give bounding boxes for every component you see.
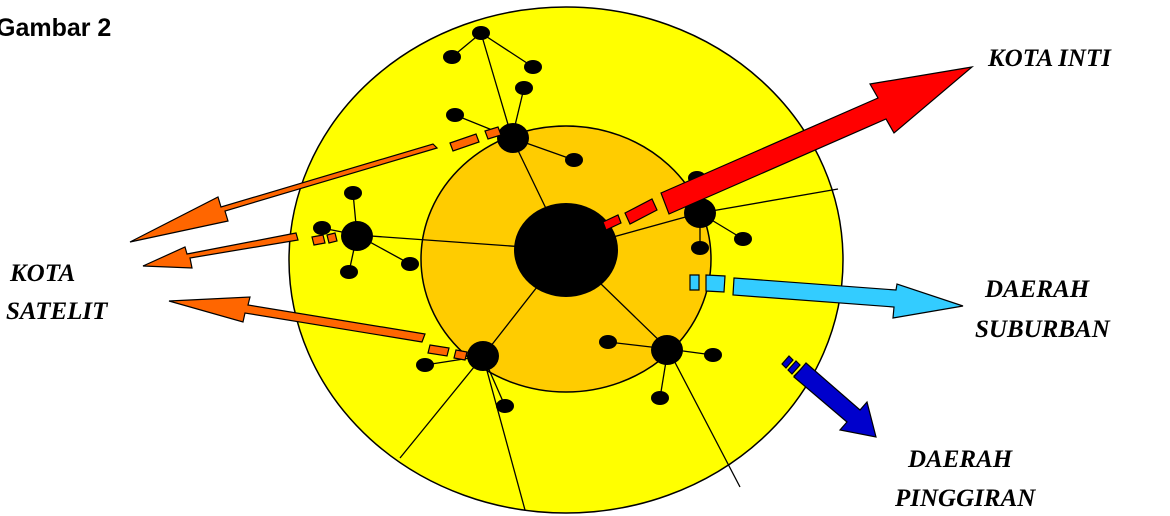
small-node bbox=[416, 358, 434, 372]
satellite-node-bottom-right bbox=[651, 335, 683, 365]
label-daerah-suburban-line2: SUBURBAN bbox=[975, 316, 1111, 343]
small-node bbox=[340, 265, 358, 279]
label-kota-satelit-line1: KOTA bbox=[9, 260, 75, 287]
daerah-pinggiran-arrow bbox=[781, 355, 877, 438]
label-daerah-pinggiran-line1: DAERAH bbox=[907, 446, 1014, 473]
kota-inti-core bbox=[514, 203, 618, 297]
label-daerah-suburban-line1: DAERAH bbox=[984, 276, 1091, 303]
daerah-suburban-arrow bbox=[689, 274, 964, 319]
satellite-node-top bbox=[497, 123, 529, 153]
small-node bbox=[565, 153, 583, 167]
small-node bbox=[446, 108, 464, 122]
small-node bbox=[704, 348, 722, 362]
small-node bbox=[401, 257, 419, 271]
small-node bbox=[524, 60, 542, 74]
figure-title: Gambar 2 bbox=[0, 14, 111, 42]
kota-satelit-arrows bbox=[129, 126, 502, 361]
label-kota-inti: KOTA INTI bbox=[987, 45, 1112, 72]
satellite-node-bottom-left bbox=[467, 341, 499, 371]
satellite-node-left bbox=[341, 221, 373, 251]
label-kota-satelit-line2: SATELIT bbox=[6, 298, 109, 325]
small-node bbox=[496, 399, 514, 413]
small-node bbox=[599, 335, 617, 349]
label-daerah-pinggiran-line2: PINGGIRAN bbox=[894, 485, 1036, 512]
small-node bbox=[313, 221, 331, 235]
kota-inti-arrow bbox=[602, 66, 975, 231]
satellite-node-right bbox=[684, 198, 716, 228]
settlement-nodes bbox=[313, 26, 752, 413]
small-node bbox=[691, 241, 709, 255]
small-node bbox=[443, 50, 461, 64]
small-node bbox=[515, 81, 533, 95]
small-node bbox=[472, 26, 490, 40]
small-node bbox=[734, 232, 752, 246]
small-node bbox=[651, 391, 669, 405]
small-node bbox=[344, 186, 362, 200]
